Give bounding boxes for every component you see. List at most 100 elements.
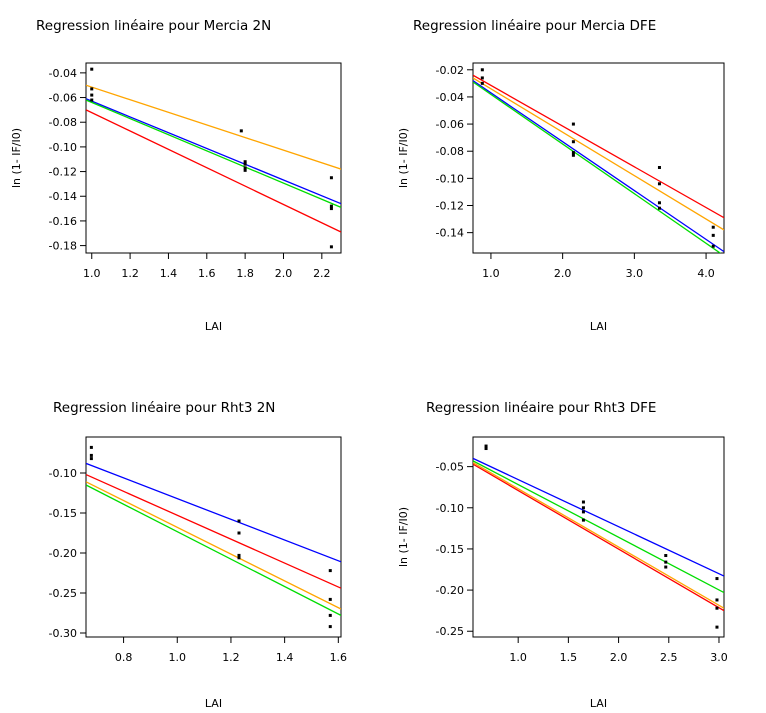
x-tick-label: 3.0 [626, 267, 644, 280]
data-point [715, 606, 719, 610]
chart-panel-3: Regression linéaire pour Rht3 2N 0.8 1.0 1.… [49, 400, 348, 710]
data-point [480, 76, 484, 80]
x-tick-label: 1.0 [509, 651, 527, 664]
x-tick-label: 3.0 [710, 651, 728, 664]
y-tick-label: -0.12 [49, 166, 77, 179]
data-point [237, 556, 241, 560]
y-tick-label: -0.15 [436, 543, 464, 556]
x-tick-label: 2.0 [610, 651, 628, 664]
data-point [711, 233, 715, 237]
chart-title: Regression linéaire pour Mercia DFE [413, 18, 656, 34]
x-axis-label: LAI [205, 320, 222, 333]
x-axis-label: LAI [590, 320, 607, 333]
data-point [571, 153, 575, 157]
data-point [657, 206, 661, 210]
x-tick-label: 2.0 [554, 267, 572, 280]
x-tick-label: 1.6 [198, 267, 216, 280]
y-tick-label: -0.05 [436, 461, 464, 474]
x-tick-label: 4.0 [697, 267, 715, 280]
data-point [239, 129, 243, 133]
data-point [243, 168, 247, 172]
data-point [711, 225, 715, 229]
data-point [664, 565, 668, 569]
y-tick-label: -0.14 [436, 227, 464, 240]
regression-lines [86, 84, 341, 233]
x-tick-label: 1.8 [236, 267, 254, 280]
data-point [243, 162, 247, 166]
data-point [328, 597, 332, 601]
regression-line-3 [86, 99, 341, 208]
y-tick-label: -0.12 [436, 200, 464, 213]
x-tick-label: 1.2 [121, 267, 139, 280]
data-point [243, 166, 247, 170]
y-tick-label: -0.10 [49, 467, 77, 480]
y-axis-label: ln (1- IF/I0) [10, 128, 23, 188]
data-point [657, 182, 661, 186]
x-tick-label: 2.5 [660, 651, 678, 664]
y-tick-label: -0.18 [49, 240, 77, 253]
data-point [329, 204, 333, 208]
x-axis-label: LAI [205, 697, 222, 710]
data-point [328, 569, 332, 573]
data-point [89, 445, 93, 449]
regression-line-3 [473, 80, 724, 253]
y-tick-label: -0.10 [436, 172, 464, 185]
data-point [237, 553, 241, 557]
data-point [480, 68, 484, 72]
y-tick-label: -0.10 [436, 502, 464, 515]
data-point [237, 519, 241, 523]
regression-line-4 [86, 484, 341, 616]
y-axis-label: ln (1- IF/I0) [397, 128, 410, 188]
x-tick-label: 1.0 [482, 267, 500, 280]
data-point [581, 510, 585, 514]
y-tick-label: -0.08 [49, 116, 77, 129]
data-point [571, 151, 575, 155]
x-tick-label: 1.4 [160, 267, 178, 280]
y-tick-label: -0.08 [436, 145, 464, 158]
chart-panel-2: Regression linéaire pour Mercia DFE 1.0 2.… [397, 18, 725, 333]
data-point [484, 447, 488, 451]
data-point [243, 160, 247, 164]
chart-panel-1: Regression linéaire pour Mercia 2N 1.0 1.2… [10, 18, 342, 333]
x-tick-label: 0.8 [115, 651, 133, 664]
y-tick-label: -0.10 [49, 141, 77, 154]
data-point [329, 245, 333, 249]
regression-line-1 [473, 457, 724, 577]
chart-title: Regression linéaire pour Mercia 2N [36, 18, 271, 34]
data-point [715, 625, 719, 629]
data-point [329, 207, 333, 211]
regression-line-1 [86, 84, 341, 170]
y-tick-label: -0.06 [436, 118, 464, 131]
data-point [89, 457, 93, 461]
y-tick-label: -0.30 [49, 627, 77, 640]
y-tick-label: -0.04 [49, 67, 77, 80]
chart-title: Regression linéaire pour Rht3 2N [53, 400, 275, 416]
data-point [571, 122, 575, 126]
data-point [480, 81, 484, 85]
data-point [484, 444, 488, 448]
regression-line-2 [86, 98, 341, 205]
data-point [664, 560, 668, 564]
regression-line-2 [473, 460, 724, 594]
plot-frame [472, 62, 725, 254]
data-point [90, 98, 94, 102]
plot-frame [85, 436, 342, 638]
chart-panel-4: Regression linéaire pour Rht3 DFE 1.0 1.5 2… [397, 400, 728, 710]
x-tick-label: 1.4 [276, 651, 294, 664]
data-point [237, 531, 241, 535]
regression-line-1 [86, 462, 341, 563]
data-point [711, 244, 715, 248]
x-tick-label: 1.0 [169, 651, 187, 664]
regression-line-3 [86, 481, 341, 610]
chart-title: Regression linéaire pour Rht3 DFE [426, 400, 656, 416]
regression-line-3 [473, 461, 724, 609]
regression-line-4 [473, 463, 724, 612]
regression-lines [86, 462, 341, 616]
data-point [715, 598, 719, 602]
x-axis-label: LAI [590, 697, 607, 710]
y-tick-label: -0.20 [436, 584, 464, 597]
data-point [715, 577, 719, 581]
plot-frame [472, 436, 725, 638]
data-point [664, 554, 668, 558]
regression-lines [473, 457, 724, 612]
